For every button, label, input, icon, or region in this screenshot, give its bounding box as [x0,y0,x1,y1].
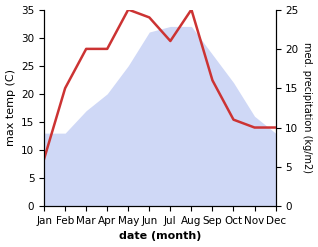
X-axis label: date (month): date (month) [119,231,201,242]
Y-axis label: max temp (C): max temp (C) [5,69,16,146]
Y-axis label: med. precipitation (kg/m2): med. precipitation (kg/m2) [302,42,313,173]
